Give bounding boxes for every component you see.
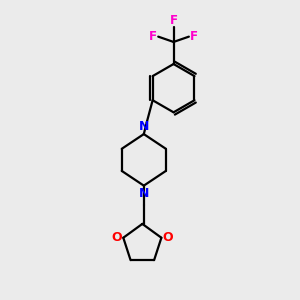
Text: O: O <box>163 231 173 244</box>
Text: F: F <box>190 30 198 43</box>
Text: O: O <box>111 231 122 244</box>
Text: F: F <box>149 30 158 43</box>
Text: F: F <box>169 14 178 27</box>
Text: N: N <box>139 120 149 133</box>
Text: N: N <box>139 187 149 200</box>
